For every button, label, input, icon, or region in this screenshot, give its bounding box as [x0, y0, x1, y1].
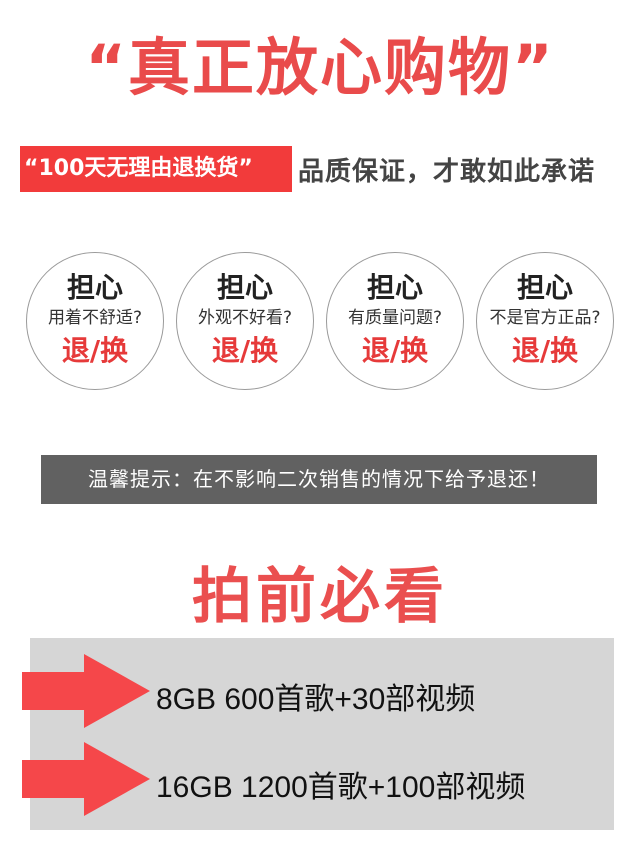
concern-action: 退/换 — [511, 334, 579, 367]
concern-question: 不是官方正品? — [489, 308, 601, 328]
concern-heading: 担心 — [216, 271, 273, 304]
concern-question: 有质量问题? — [347, 308, 443, 328]
concern-question: 用着不舒适? — [47, 308, 143, 328]
concern-circle-appearance: 担心 外观不好看? 退/换 — [176, 252, 314, 390]
concern-circle-comfort: 担心 用着不舒适? 退/换 — [26, 252, 164, 390]
concern-heading: 担心 — [516, 271, 573, 304]
options-panel — [30, 638, 614, 830]
option-8gb: 8GB 600首歌+30部视频 — [156, 683, 476, 716]
concern-question: 外观不好看? — [197, 308, 293, 328]
concern-heading: 担心 — [366, 271, 423, 304]
arrow-right-icon — [22, 742, 150, 816]
promise-row: “100天无理由退换货” 品质保证，才敢如此承诺 — [20, 146, 595, 192]
section-title: 拍前必看 — [192, 562, 448, 632]
concern-circle-authenticity: 担心 不是官方正品? 退/换 — [476, 252, 614, 390]
notice-banner: 温馨提示：在不影响二次销售的情况下给予退还！ — [41, 455, 597, 504]
headline: “真正放心购物” — [85, 31, 555, 104]
concern-action: 退/换 — [361, 334, 429, 367]
option-16gb: 16GB 1200首歌+100部视频 — [156, 771, 526, 804]
concern-heading: 担心 — [66, 271, 123, 304]
concern-action: 退/换 — [61, 334, 129, 367]
arrow-right-icon — [22, 654, 150, 728]
promise-highlight: “100天无理由退换货” — [20, 146, 292, 192]
concern-action: 退/换 — [211, 334, 279, 367]
concern-circle-quality: 担心 有质量问题? 退/换 — [326, 252, 464, 390]
promise-text: 品质保证，才敢如此承诺 — [298, 156, 596, 187]
